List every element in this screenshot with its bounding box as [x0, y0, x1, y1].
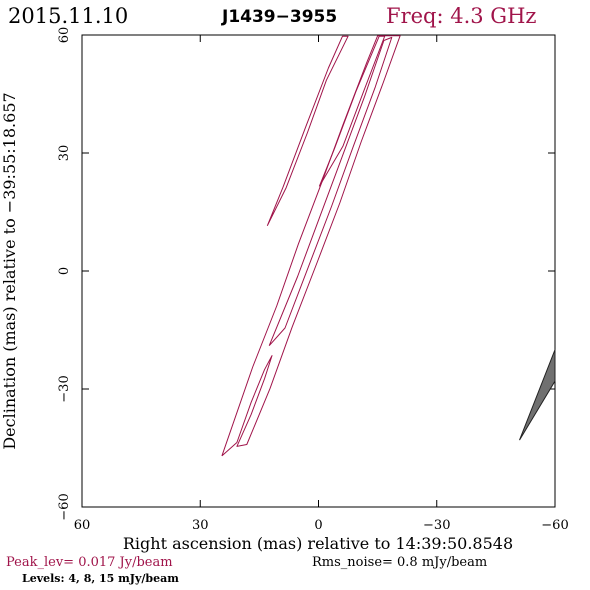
- x-tick-label: 0: [314, 518, 322, 533]
- y-tick-label: 30: [57, 145, 72, 162]
- y-tick-label: −60: [57, 493, 72, 520]
- y-ticks: −60 −30 0 30 60: [57, 27, 555, 521]
- peak-level: Peak_lev= 0.017 Jy/beam: [6, 555, 173, 570]
- y-tick-label: 0: [57, 267, 72, 275]
- x-tick-label: 30: [192, 518, 209, 533]
- contours: [221, 35, 401, 457]
- y-axis-label: Declination (mas) relative to −39:55:18.…: [0, 92, 19, 449]
- frequency-label: Freq: 4.3 GHz: [386, 4, 536, 28]
- x-tick-label: 60: [74, 518, 91, 533]
- x-ticks: 60 30 0 −30 −60: [74, 35, 569, 533]
- contour-line: [268, 36, 393, 347]
- plot-frame: [81, 34, 556, 508]
- source-name: J1439−3955: [221, 7, 337, 27]
- y-tick-label: 60: [57, 27, 72, 44]
- contour-line: [266, 35, 349, 227]
- x-tick-label: −30: [423, 518, 450, 533]
- y-tick-label: −30: [57, 375, 72, 402]
- contour-line: [318, 35, 386, 187]
- beam-shape: [519, 349, 556, 441]
- contour-levels: Levels: 4, 8, 15 mJy/beam: [22, 572, 179, 585]
- x-tick-label: −60: [541, 518, 568, 533]
- observation-date: 2015.11.10: [8, 4, 128, 28]
- contour-line: [221, 35, 401, 457]
- beam-ellipse: [519, 349, 556, 441]
- x-axis-label: Right ascension (mas) relative to 14:39:…: [123, 534, 513, 553]
- rms-noise: Rms_noise= 0.8 mJy/beam: [312, 555, 487, 570]
